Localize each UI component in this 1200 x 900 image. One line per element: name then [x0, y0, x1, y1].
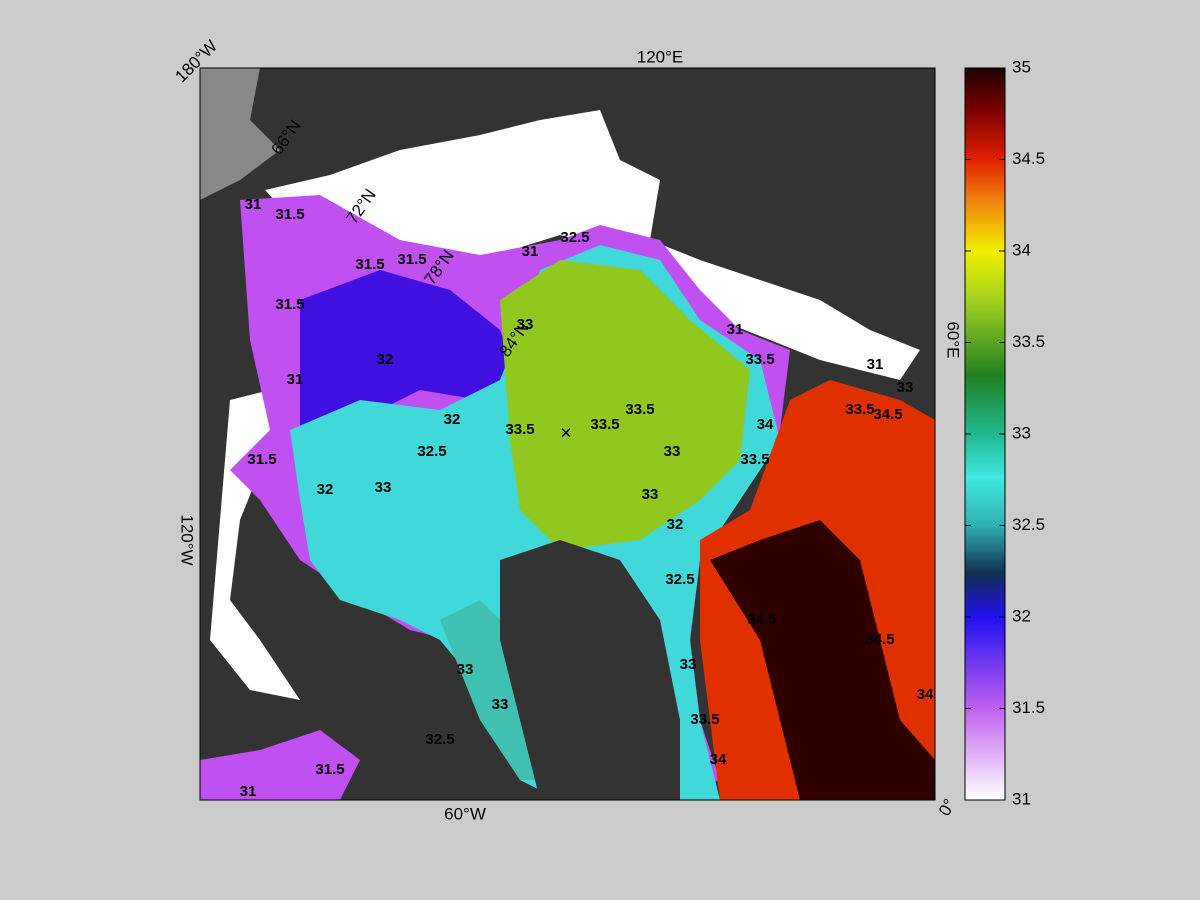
contour-label: 31 — [522, 243, 539, 260]
contour-label: 32 — [667, 516, 684, 533]
map-frame — [199, 67, 936, 801]
contour-label: 33.5 — [590, 416, 619, 433]
contour-label: 31.5 — [397, 251, 426, 268]
contour-label: 31 — [867, 356, 884, 373]
contour-label: 34 — [757, 416, 774, 433]
contour-label: 33.5 — [625, 401, 654, 418]
colorbar-tick-label: 32 — [1012, 606, 1031, 625]
contour-label: 34.5 — [865, 631, 894, 648]
contour-label: 31 — [240, 783, 257, 800]
longitude-label: 0° — [935, 796, 960, 820]
contour-label: 33 — [897, 379, 914, 396]
contour-label: 32 — [444, 411, 461, 428]
contour-label: 34 — [710, 751, 727, 768]
colorbar-tick-label: 34 — [1012, 240, 1031, 259]
contour-label: 33.5 — [745, 351, 774, 368]
contour-label: 32 — [317, 481, 334, 498]
contour-label: 33.5 — [690, 711, 719, 728]
contour-label: 33 — [664, 443, 681, 460]
colorbar-tick-label: 31.5 — [1012, 698, 1045, 717]
contour-label: 32.5 — [417, 443, 446, 460]
contour-label: 34.5 — [873, 406, 902, 423]
contour-label: 33.5 — [845, 401, 874, 418]
contour-label: 31.5 — [247, 451, 276, 468]
contour-label: 33 — [375, 479, 392, 496]
contour-label: 32.5 — [425, 731, 454, 748]
longitude-label: 120°E — [637, 47, 684, 66]
contour-label: 31.5 — [275, 206, 304, 223]
colorbar-tick-label: 34.5 — [1012, 149, 1045, 168]
longitude-label: 60°W — [444, 804, 486, 823]
contour-label: 33.5 — [505, 421, 534, 438]
ocean-saline — [710, 520, 935, 800]
colorbar-tick-label: 31 — [1012, 789, 1031, 808]
contour-label: 31 — [245, 196, 262, 213]
contour-label: 33 — [680, 656, 697, 673]
contour-label: 34 — [917, 686, 934, 703]
contour-label: 33 — [517, 316, 534, 333]
colorbar-tick-label: 33 — [1012, 423, 1031, 442]
land — [500, 540, 680, 800]
ocean-high — [500, 260, 750, 550]
contour-label: 31.5 — [355, 256, 384, 273]
contour-label: 33 — [642, 486, 659, 503]
region-outside — [200, 68, 280, 200]
contour-label: 31 — [287, 371, 304, 388]
longitude-label: 60°E — [944, 321, 963, 358]
contour-label: 33.5 — [740, 451, 769, 468]
sea-ice — [265, 110, 920, 380]
contour-label: 31.5 — [275, 296, 304, 313]
contour-label: 32.5 — [665, 571, 694, 588]
map: × — [200, 68, 935, 800]
contour-label: 31.5 — [315, 761, 344, 778]
ocean-fresh — [200, 730, 360, 800]
longitude-label: 120°W — [178, 514, 197, 565]
contour-label: 34.5 — [747, 611, 776, 628]
contour-label: 33 — [457, 661, 474, 678]
colorbar-tick-label: 35 — [1012, 57, 1031, 76]
contour-label: 31 — [727, 321, 744, 338]
pole-marker: × — [560, 422, 572, 444]
colorbar-tick-label: 33.5 — [1012, 332, 1045, 351]
contour-label: 32.5 — [560, 229, 589, 246]
contour-label: 32 — [377, 351, 394, 368]
contour-label: 33 — [492, 696, 509, 713]
colorbar-tick-label: 32.5 — [1012, 515, 1045, 534]
